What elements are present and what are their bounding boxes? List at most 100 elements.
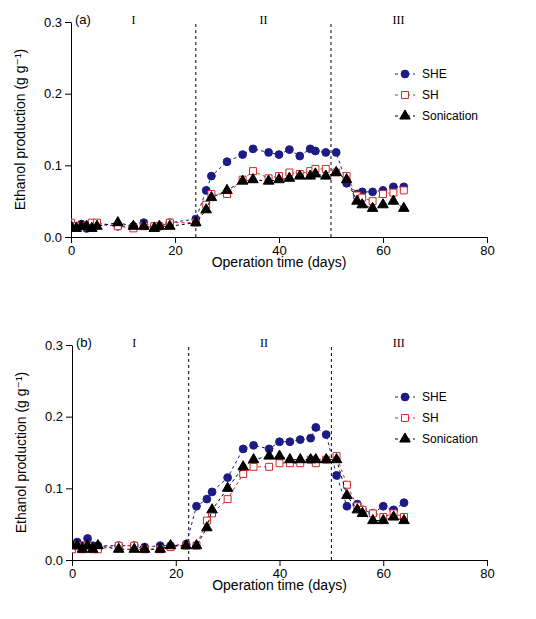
x-tick-label: 60 <box>377 566 391 581</box>
data-point <box>321 170 332 179</box>
phase-label: III <box>393 13 405 27</box>
y-tick-label: 0.1 <box>44 158 62 173</box>
data-point <box>129 543 140 552</box>
data-point <box>296 436 304 444</box>
x-tick: 0 <box>68 237 75 258</box>
data-point <box>193 502 201 510</box>
legend-item: Sonication <box>395 432 478 446</box>
legend-label: Sonication <box>422 432 478 446</box>
y-tick: 0.2 <box>45 409 72 424</box>
data-point <box>388 511 399 520</box>
data-point <box>332 149 340 157</box>
data-point <box>311 147 319 155</box>
x-tick-label: 20 <box>168 243 182 258</box>
data-point <box>191 217 202 226</box>
phase-boundary <box>195 22 196 237</box>
y-tick-mark <box>65 165 71 166</box>
y-tick: 0.3 <box>45 338 72 353</box>
data-point <box>239 445 247 453</box>
phase-label: II <box>260 336 268 350</box>
legend: SHESHSonication <box>395 390 478 446</box>
x-tick-mark <box>72 560 73 566</box>
data-point <box>250 441 258 449</box>
y-tick: 0.3 <box>44 15 71 30</box>
legend: SHE SH Sonication <box>395 67 478 123</box>
data-point <box>368 515 379 524</box>
legend-item: SH <box>395 88 439 102</box>
y-axis-title: Ethanol production (g g⁻¹) <box>13 372 29 533</box>
x-tick-mark <box>71 237 72 243</box>
x-tick-mark <box>280 560 281 566</box>
y-tick-label: 0.2 <box>44 86 62 101</box>
data-point <box>165 540 176 549</box>
x-axis-title: Operation time (days) <box>212 577 347 593</box>
data-point <box>155 543 166 552</box>
plot-area <box>71 22 409 237</box>
data-point <box>224 474 232 482</box>
data-point <box>249 145 257 153</box>
data-point <box>202 522 213 531</box>
data-point <box>399 515 410 524</box>
x-tick-label: 0 <box>69 566 76 581</box>
data-point <box>367 202 378 211</box>
y-axis: 0.0 0.1 0.2 0.3 <box>45 338 73 568</box>
x-tick: 0 <box>69 560 76 581</box>
data-point <box>93 540 104 549</box>
y-tick-mark <box>66 417 72 418</box>
legend-marker <box>401 70 409 78</box>
data-point <box>286 438 294 446</box>
legend-item: Sonication <box>395 109 478 123</box>
data-point <box>284 172 295 181</box>
data-point <box>331 166 342 175</box>
data-point <box>128 220 139 229</box>
y-tick-label: 0.1 <box>45 481 63 496</box>
data-point <box>181 540 192 549</box>
x-tick-label: 20 <box>169 566 183 581</box>
data-point <box>400 499 408 507</box>
data-point <box>295 170 306 179</box>
data-point <box>139 543 150 552</box>
x-tick-mark <box>176 560 177 566</box>
data-point <box>276 460 283 467</box>
data-point <box>378 515 389 524</box>
data-point <box>285 454 296 463</box>
y-tick-mark <box>66 345 72 346</box>
data-point <box>207 504 218 513</box>
data-point <box>224 496 231 503</box>
x-tick-label: 0 <box>68 243 75 258</box>
data-point <box>222 184 233 193</box>
x-tick-mark <box>487 560 488 566</box>
data-point <box>206 192 217 201</box>
phase-label: I <box>131 13 135 27</box>
data-point <box>240 471 247 478</box>
y-tick: 0.1 <box>45 481 72 496</box>
y-axis: 0.00.10.20.3 <box>44 15 72 245</box>
data-point <box>113 217 124 226</box>
data-point <box>285 146 293 154</box>
x-tick: 80 <box>480 237 494 258</box>
y-tick-mark <box>65 22 71 23</box>
phase-label: III <box>393 336 405 350</box>
y-tick-mark <box>66 560 72 561</box>
phase-label: I <box>132 336 136 350</box>
x-tick-label: 80 <box>480 566 494 581</box>
y-tick-mark <box>65 237 71 238</box>
x-tick-label: 80 <box>480 243 494 258</box>
series-line <box>71 149 404 229</box>
data-point <box>139 220 150 229</box>
panel-title: (a) <box>75 12 91 27</box>
legend-marker <box>400 110 411 119</box>
data-point <box>310 168 321 177</box>
data-point <box>274 450 285 459</box>
x-tick-mark <box>383 560 384 566</box>
x-axis-title: Operation time (days) <box>212 254 347 270</box>
y-tick-label: 0.3 <box>44 15 62 30</box>
y-tick: 0.2 <box>44 86 71 101</box>
x-tick: 20 <box>169 560 183 581</box>
y-tick-label: 0.0 <box>45 553 63 568</box>
legend-marker <box>402 415 409 422</box>
legend-item: SHE <box>395 67 447 81</box>
data-point <box>369 188 377 196</box>
legend-marker <box>402 92 409 99</box>
series-line <box>71 173 404 229</box>
